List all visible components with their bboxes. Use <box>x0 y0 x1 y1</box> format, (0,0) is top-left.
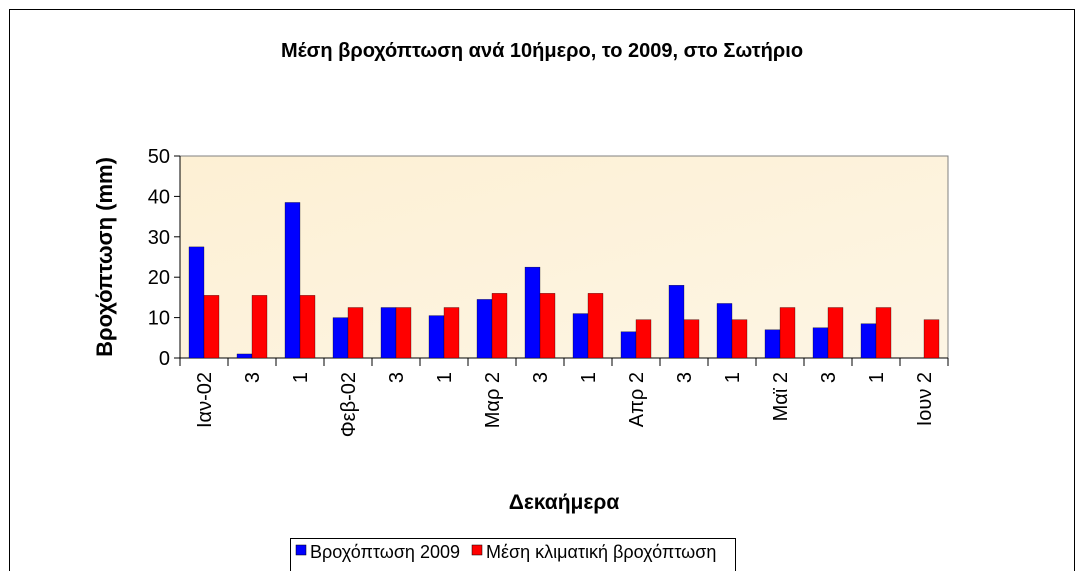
x-tick-label: Φεβ-02 <box>338 372 360 437</box>
bar <box>539 293 556 359</box>
bar <box>491 293 508 359</box>
x-tick-label: 1 <box>434 372 456 383</box>
x-tick-label: Ιαν-02 <box>194 372 216 428</box>
bar <box>668 285 685 359</box>
bar <box>572 313 589 359</box>
bar <box>812 327 829 359</box>
bar <box>251 295 268 359</box>
x-axis-label: Δεκαήμερα <box>509 491 620 514</box>
y-tick-label: 30 <box>148 227 170 249</box>
bar <box>716 303 733 359</box>
bar <box>203 295 220 359</box>
bar <box>923 319 940 359</box>
bar <box>236 353 253 359</box>
legend-swatch <box>471 544 483 556</box>
y-tick-label: 50 <box>148 146 170 168</box>
x-tick-label: Μαρ 2 <box>482 372 504 428</box>
bar <box>731 319 748 359</box>
bar <box>347 307 364 359</box>
bar <box>299 295 316 359</box>
bar <box>476 299 493 359</box>
x-tick-label: 1 <box>290 372 312 383</box>
x-tick-label: Ιουν 2 <box>914 372 936 426</box>
legend-label: Βροχόπτωση 2009 <box>310 542 460 562</box>
bar <box>332 317 349 359</box>
x-tick-label: 1 <box>866 372 888 383</box>
x-tick-label: Απρ 2 <box>626 372 648 427</box>
x-tick-label: 3 <box>242 372 264 383</box>
bar <box>635 319 652 359</box>
bar <box>827 307 844 359</box>
bar <box>188 246 205 359</box>
bar <box>620 331 637 359</box>
bar <box>860 323 877 359</box>
bar <box>779 307 796 359</box>
y-tick-label: 0 <box>159 348 170 370</box>
x-tick-label: 1 <box>722 372 744 383</box>
bar <box>428 315 445 359</box>
bar <box>764 329 781 359</box>
x-tick-label: Μαϊ 2 <box>770 372 792 421</box>
bar <box>395 307 412 359</box>
bar <box>284 202 301 359</box>
bar <box>443 307 460 359</box>
legend <box>290 538 736 571</box>
x-tick-label: 3 <box>674 372 696 383</box>
legend-label: Μέση κλιματική βροχόπτωση <box>486 542 716 562</box>
x-tick-label: 3 <box>386 372 408 383</box>
x-tick-label: 1 <box>578 372 600 383</box>
y-tick-label: 20 <box>148 267 170 289</box>
bar <box>380 307 397 359</box>
bar <box>875 307 892 359</box>
legend-swatch <box>295 544 307 556</box>
bar <box>587 293 604 359</box>
y-axis-label: Βροχόπτωση (mm) <box>92 157 117 357</box>
y-tick-label: 40 <box>148 186 170 208</box>
y-tick-label: 10 <box>148 308 170 330</box>
chart-title: Μέση βροχόπτωση ανά 10ήμερο, το 2009, στ… <box>281 40 803 62</box>
x-tick-label: 3 <box>818 372 840 383</box>
bar <box>683 319 700 359</box>
x-tick-label: 3 <box>530 372 552 383</box>
bar <box>524 266 541 359</box>
